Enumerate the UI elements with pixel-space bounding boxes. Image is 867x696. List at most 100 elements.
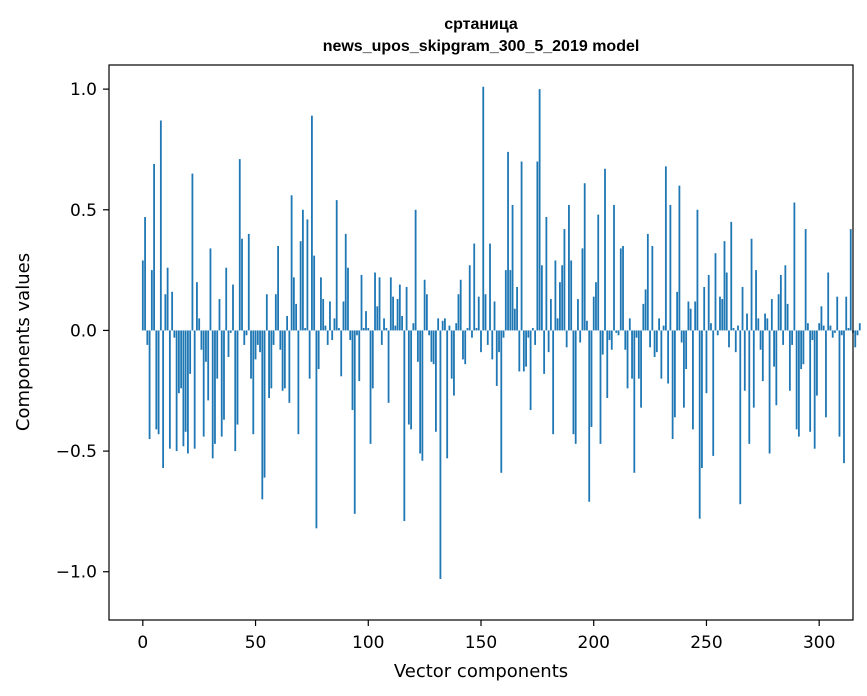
bar-component-17	[180, 330, 183, 389]
bar-component-38	[227, 330, 230, 357]
bar-component-216	[628, 318, 631, 331]
bar-component-174	[534, 330, 537, 345]
bar-component-134	[444, 318, 446, 331]
y-tick-label: 0.0	[70, 321, 97, 341]
bar-component-304	[827, 272, 830, 331]
bar-component-177	[540, 265, 543, 331]
bar-component-210	[615, 330, 618, 333]
bar-component-117	[405, 287, 408, 331]
bar-component-180	[547, 330, 550, 353]
bar-component-314	[849, 229, 852, 331]
bar-component-83	[329, 301, 331, 331]
bar-series	[141, 86, 861, 579]
bar-component-128	[430, 330, 433, 362]
bar-component-163	[509, 270, 512, 331]
bar-component-219	[635, 330, 638, 338]
bar-component-129	[432, 330, 435, 365]
bar-component-187	[563, 229, 566, 331]
bar-component-281	[775, 330, 778, 406]
bar-component-292	[800, 330, 803, 370]
bar-component-184	[556, 318, 559, 331]
bar-component-225	[649, 330, 651, 348]
bar-component-243	[689, 308, 692, 331]
bar-component-106	[380, 330, 383, 345]
bar-component-143	[464, 330, 467, 365]
bar-component-276	[764, 313, 766, 331]
bar-component-165	[513, 308, 516, 331]
bar-component-194	[579, 330, 582, 343]
bar-component-244	[692, 330, 694, 430]
bar-component-20	[187, 330, 189, 454]
bar-component-73	[306, 219, 309, 331]
bar-component-78	[317, 330, 320, 370]
bar-component-147	[473, 243, 476, 331]
bar-component-53	[261, 330, 264, 500]
bar-component-4	[150, 270, 153, 331]
bar-component-279	[770, 299, 773, 331]
bar-component-144	[466, 328, 469, 331]
bar-component-161	[504, 270, 507, 331]
bar-component-84	[331, 330, 334, 341]
bar-component-222	[642, 303, 645, 331]
bar-component-82	[326, 330, 329, 345]
bar-component-242	[687, 301, 690, 331]
bar-component-136	[448, 325, 451, 331]
bar-component-191	[572, 330, 575, 435]
bar-component-64	[286, 315, 289, 331]
bar-component-60	[277, 245, 279, 331]
bar-component-77	[315, 330, 318, 529]
bar-component-49	[252, 330, 255, 435]
bar-component-0	[141, 260, 144, 331]
bar-component-182	[552, 330, 555, 435]
bar-component-164	[511, 204, 514, 331]
bar-component-262	[732, 328, 735, 331]
bar-component-270	[750, 238, 753, 331]
bar-component-195	[581, 248, 584, 331]
bar-component-109	[387, 330, 390, 403]
bar-component-236	[673, 330, 676, 418]
bar-component-127	[428, 330, 431, 336]
bar-component-268	[746, 313, 748, 331]
y-tick-label: 0.5	[70, 201, 97, 221]
bar-component-301	[820, 306, 823, 331]
bar-component-183	[554, 260, 557, 331]
bar-component-40	[232, 284, 234, 331]
bar-component-141	[459, 279, 462, 331]
bar-component-232	[664, 166, 667, 331]
x-tick-label: 200	[578, 633, 610, 653]
bar-component-223	[644, 289, 647, 331]
x-axis-label: Vector components	[394, 661, 568, 682]
bar-component-2	[146, 330, 149, 345]
bar-component-307	[834, 330, 836, 333]
bar-component-89	[342, 301, 345, 331]
bar-component-153	[486, 330, 489, 345]
bar-component-56	[268, 330, 270, 398]
bar-component-3	[148, 330, 151, 440]
bar-component-261	[730, 221, 733, 331]
bar-component-229	[658, 318, 661, 331]
bar-component-317	[856, 330, 859, 336]
bar-component-113	[396, 299, 399, 331]
bar-component-27	[202, 330, 205, 437]
bar-component-11	[166, 267, 169, 331]
bar-component-212	[619, 248, 622, 331]
bar-component-8	[159, 120, 162, 331]
bar-component-220	[637, 330, 640, 379]
bar-component-308	[836, 296, 839, 331]
bar-component-95	[356, 330, 358, 336]
bar-component-287	[788, 330, 791, 391]
bar-component-9	[162, 330, 165, 468]
bar-component-51	[256, 330, 259, 345]
x-tick-label: 0	[137, 633, 148, 653]
bar-component-273	[757, 318, 760, 331]
bar-component-44	[241, 238, 243, 331]
bar-component-139	[455, 323, 458, 331]
bar-component-185	[559, 282, 561, 331]
bar-component-311	[843, 330, 845, 464]
bar-component-23	[193, 330, 196, 449]
bar-component-199	[590, 330, 593, 427]
bar-component-19	[184, 330, 187, 432]
x-axis-ticks: 0 50 100 150 200 250 300	[137, 620, 835, 653]
bar-component-293	[802, 330, 805, 365]
